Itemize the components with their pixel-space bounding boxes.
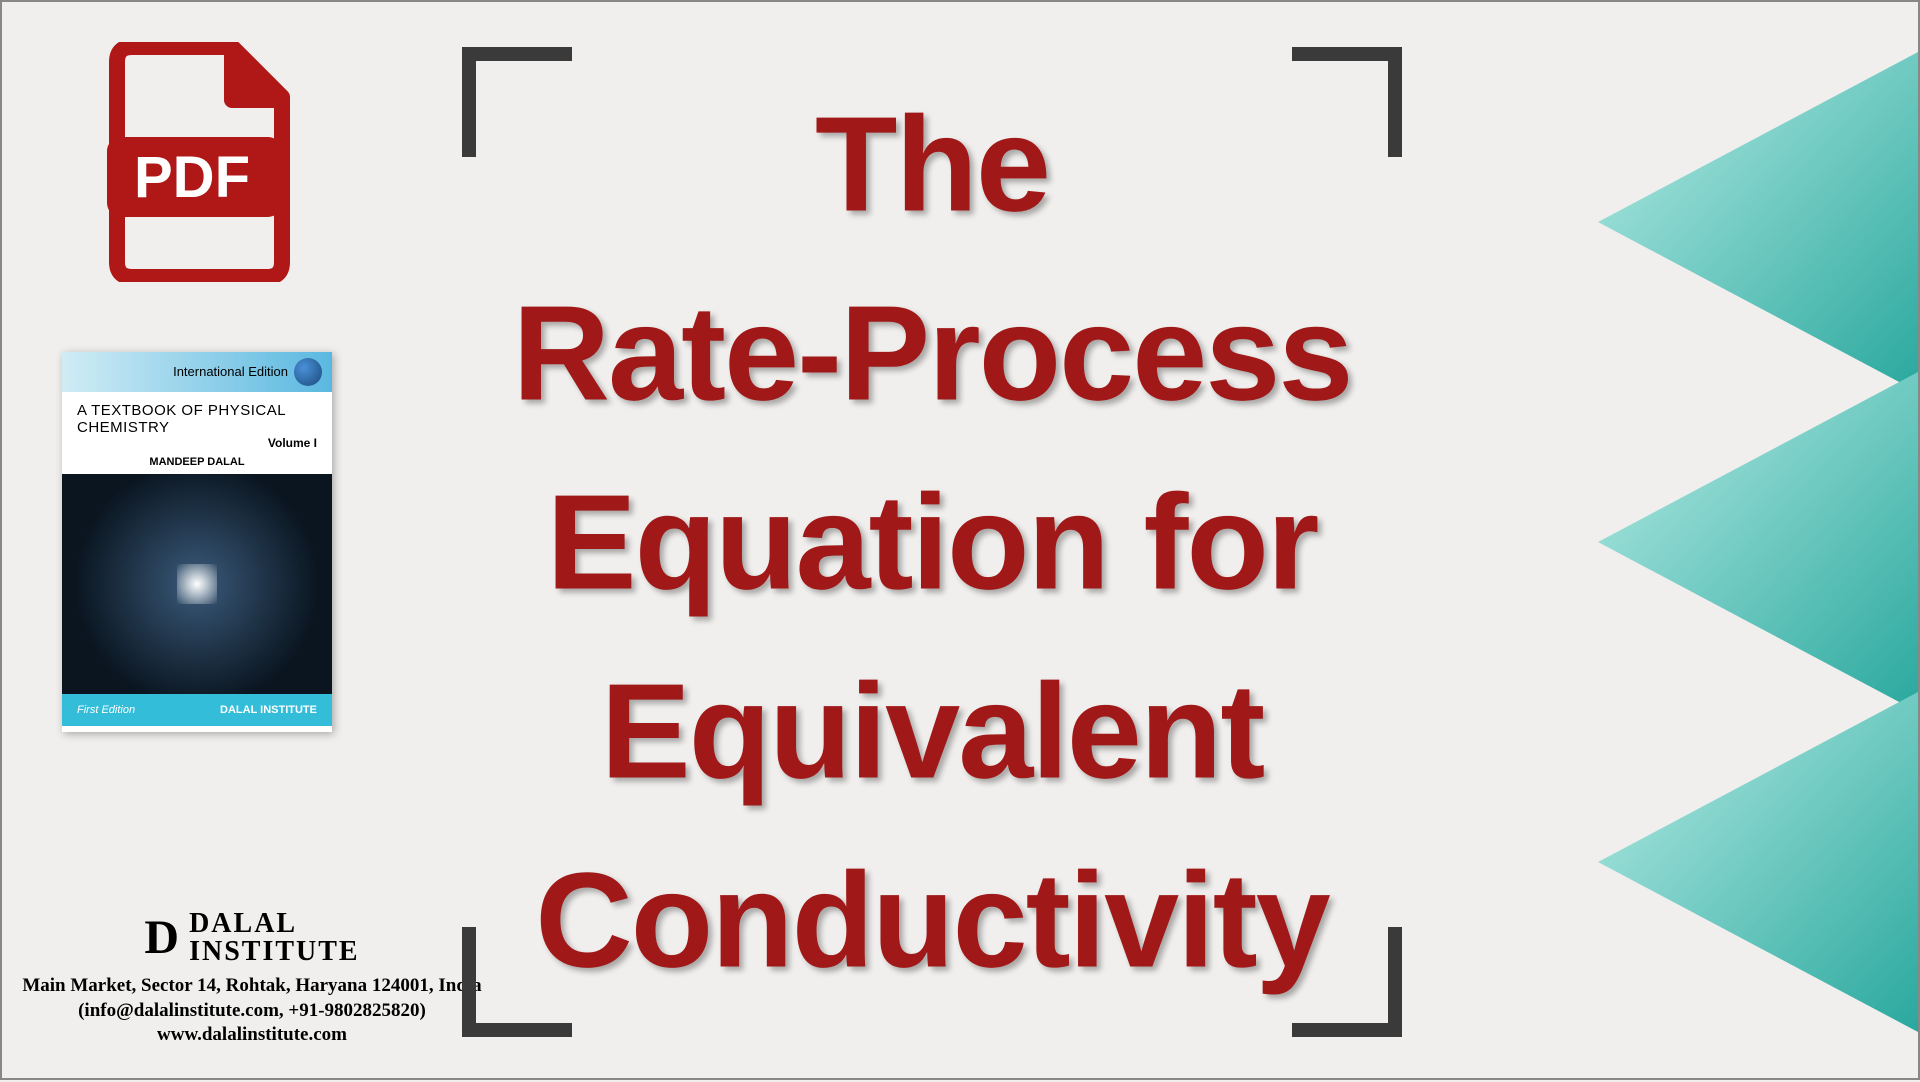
book-title: A TEXTBOOK OF PHYSICAL CHEMISTRY (62, 392, 332, 436)
book-cover: International Edition A TEXTBOOK OF PHYS… (62, 352, 332, 732)
title-frame: The Rate-Process Equation for Equivalent… (462, 47, 1402, 1037)
book-footer-left: First Edition (77, 704, 135, 716)
triangle-1 (1598, 52, 1918, 392)
book-author: MANDEEP DALAL (62, 450, 332, 474)
institute-block: D DALAL INSTITUTE Main Market, Sector 14… (22, 910, 482, 1048)
book-volume: Volume I (62, 436, 332, 450)
institute-name-2: INSTITUTE (189, 938, 360, 966)
title-line-4: Equivalent (462, 637, 1402, 826)
address-line-2: (info@dalalinstitute.com, +91-9802825820… (22, 999, 482, 1024)
institute-name-1: DALAL (189, 910, 360, 938)
institute-address: Main Market, Sector 14, Rohtak, Haryana … (22, 974, 482, 1048)
address-line-3: www.dalalinstitute.com (22, 1023, 482, 1048)
institute-logo: D DALAL INSTITUTE (22, 910, 482, 966)
title-line-5: Conductivity (462, 826, 1402, 1015)
globe-icon (294, 358, 322, 386)
title-line-1: The (462, 70, 1402, 259)
book-edition-label: International Edition (173, 365, 288, 379)
book-footer-right: DALAL INSTITUTE (220, 704, 317, 716)
book-footer: First Edition DALAL INSTITUTE (62, 694, 332, 726)
institute-d-icon: D (144, 910, 179, 965)
book-edition-bar: International Edition (62, 352, 332, 392)
address-line-1: Main Market, Sector 14, Rohtak, Haryana … (22, 974, 482, 999)
pdf-icon: PDF (107, 42, 297, 282)
main-title: The Rate-Process Equation for Equivalent… (462, 70, 1402, 1015)
triangle-2 (1598, 372, 1918, 712)
book-cover-image (62, 474, 332, 694)
title-line-2: Rate-Process (462, 259, 1402, 448)
pdf-label: PDF (134, 145, 250, 210)
triangle-3 (1598, 692, 1918, 1032)
title-line-3: Equation for (462, 448, 1402, 637)
